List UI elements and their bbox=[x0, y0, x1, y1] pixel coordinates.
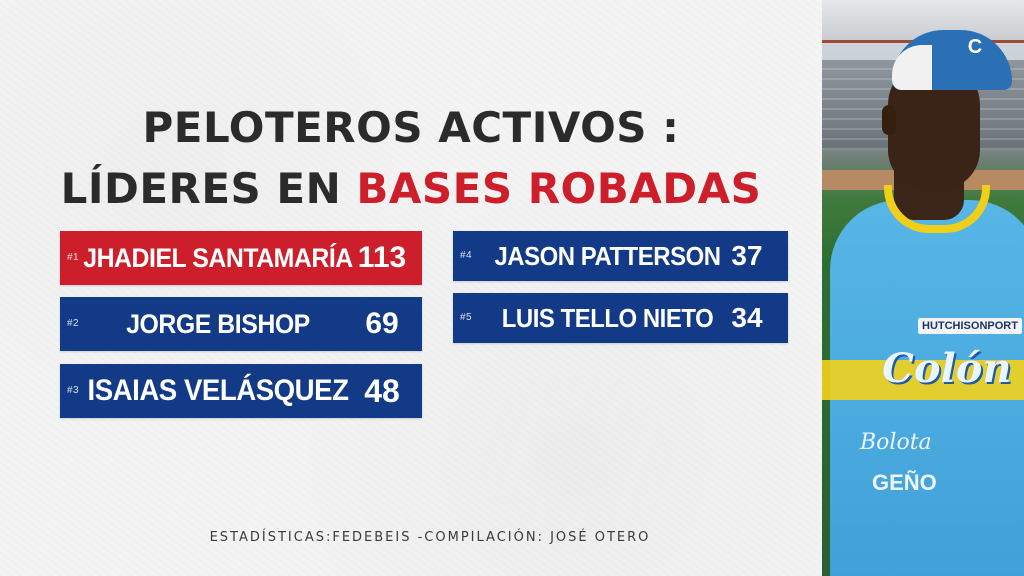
cap-logo: C bbox=[967, 36, 983, 58]
leader-value: 113 bbox=[357, 241, 407, 274]
leader-row-2: #2 JORGE BISHOP 69 bbox=[60, 297, 422, 351]
jersey-sponsor-2: GEÑO bbox=[872, 470, 937, 495]
leader-name: JASON PATTERSON bbox=[494, 240, 721, 271]
jersey-brand: HUTCHISONPORT bbox=[918, 318, 1022, 334]
credits-footer: ESTADÍSTICAS:FEDEBEIS -COMPILACIÓN: JOSÉ… bbox=[209, 530, 651, 545]
leader-rank: #5 bbox=[460, 312, 473, 323]
leader-rank: #4 bbox=[460, 250, 473, 261]
title-line-2: LÍDERES EN BASES ROBADAS bbox=[0, 168, 822, 210]
leader-row-3: #3 ISAIAS VELÁSQUEZ 48 bbox=[60, 364, 422, 418]
leader-row-5: #5 LUIS TELLO NIETO 34 bbox=[453, 293, 788, 343]
leader-name: ISAIAS VELÁSQUEZ bbox=[87, 374, 349, 407]
leader-row-4: #4 JASON PATTERSON 37 bbox=[453, 231, 788, 281]
leader-value: 34 bbox=[731, 302, 763, 333]
player-photo: C HUTCHISONPORT Colón Bolota GEÑO bbox=[822, 0, 1024, 576]
leader-name: JHADIEL SANTAMARÍA bbox=[83, 242, 353, 273]
leader-rank: #2 bbox=[67, 318, 80, 329]
leader-name: LUIS TELLO NIETO bbox=[501, 302, 714, 333]
leader-value: 37 bbox=[731, 240, 763, 271]
jersey-stripe bbox=[822, 360, 1024, 400]
leader-rank: #3 bbox=[67, 385, 80, 396]
leader-name: JORGE BISHOP bbox=[126, 308, 310, 339]
title-line-1: PELOTEROS ACTIVOS : bbox=[142, 103, 680, 152]
background-paper bbox=[0, 0, 822, 576]
leader-value: 69 bbox=[365, 307, 399, 340]
title-prefix: LÍDERES EN bbox=[60, 164, 342, 213]
leader-rank: #1 bbox=[67, 252, 80, 263]
leader-row-1: #1 JHADIEL SANTAMARÍA 113 bbox=[60, 231, 422, 285]
leader-value: 48 bbox=[364, 372, 400, 409]
jersey-team-logo: Colón bbox=[882, 345, 1012, 392]
cap-mesh bbox=[892, 45, 932, 90]
title-highlight: BASES ROBADAS bbox=[356, 164, 762, 213]
player-ear bbox=[882, 105, 896, 135]
jersey-sponsor-1: Bolota bbox=[860, 430, 932, 455]
